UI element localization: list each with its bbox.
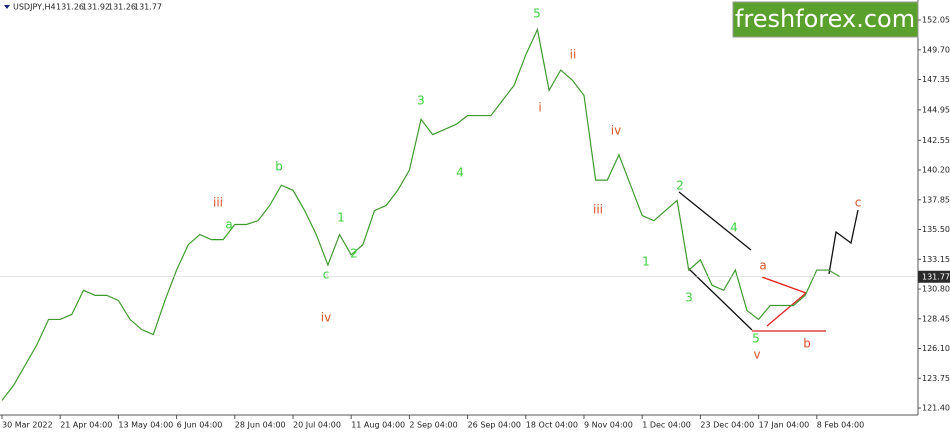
- x-tick-label: 28 Jun 04:00: [235, 421, 286, 430]
- x-tick-label: 21 Apr 04:00: [60, 421, 112, 430]
- x-tick-label: 20 Jul 04:00: [293, 421, 341, 430]
- y-tick-label: 123.75: [922, 374, 950, 383]
- wave-label: i: [538, 101, 541, 115]
- wave-label: 2: [350, 247, 358, 261]
- y-tick-label: 133.15: [922, 255, 950, 264]
- y-tick-label: 126.10: [922, 344, 950, 353]
- wave-label: 4: [730, 221, 738, 235]
- low: 131.26: [108, 3, 136, 12]
- x-tick-label: 30 Mar 2022: [2, 421, 53, 430]
- wave-label: 1: [642, 255, 650, 269]
- watermark: freshforex.com: [735, 5, 915, 33]
- x-tick-label: 13 May 04:00: [118, 421, 173, 430]
- x-tick-label: 11 Aug 04:00: [351, 421, 405, 430]
- y-tick-label: 152.05: [922, 16, 950, 25]
- y-tick-label: 144.95: [922, 105, 950, 114]
- wave-label: 5: [533, 7, 541, 21]
- wave-label: 3: [685, 291, 693, 305]
- x-tick-label: 2 Sep 04:00: [409, 421, 457, 430]
- projection-line: [828, 209, 859, 275]
- symbol: USDJPY,H4: [13, 3, 56, 12]
- high: 131.92: [82, 3, 110, 12]
- wave-label: a: [759, 259, 766, 273]
- y-tick-label: 142.55: [922, 136, 950, 145]
- y-tick-label: 130.80: [922, 285, 950, 294]
- wave-label: 1: [337, 211, 345, 225]
- wave-label: v: [753, 348, 760, 362]
- y-tick-label: 128.45: [922, 314, 950, 323]
- current-price-box: [918, 270, 950, 283]
- wave-label: ii: [570, 48, 577, 62]
- channel-line: [687, 267, 753, 331]
- x-tick-label: 18 Oct 04:00: [526, 421, 578, 430]
- x-tick-label: 23 Dec 04:00: [700, 421, 754, 430]
- current-price-label: 131.77: [922, 272, 950, 281]
- wave-label: b: [275, 160, 283, 174]
- y-tick-label: 147.35: [922, 75, 950, 84]
- wave-label: 3: [417, 94, 425, 108]
- x-tick-label: 8 Feb 04:00: [817, 421, 864, 430]
- x-tick-label: 9 Nov 04:00: [584, 421, 633, 430]
- x-tick-label: 26 Sep 04:00: [468, 421, 521, 430]
- x-tick-label: 1 Dec 04:00: [642, 421, 691, 430]
- x-tick-label: 6 Jun 04:00: [177, 421, 223, 430]
- wave-label: c: [323, 268, 330, 282]
- wave-label: 4: [456, 166, 464, 180]
- y-tick-label: 137.85: [922, 195, 950, 204]
- y-tick-label: 135.50: [922, 225, 950, 234]
- wave-label: b: [803, 337, 811, 351]
- wave-label: 5: [752, 332, 760, 346]
- price-line: [1, 27, 841, 401]
- y-tick-label: 140.20: [922, 166, 950, 175]
- y-tick-label: 121.40: [922, 404, 950, 413]
- open: 131.26: [56, 3, 84, 12]
- wave-label: a: [225, 218, 232, 232]
- wave-label: 2: [676, 179, 684, 193]
- channel-line: [678, 191, 752, 251]
- wave-label: c: [855, 196, 862, 210]
- y-tick-label: 149.70: [922, 45, 950, 54]
- x-tick-label: 17 Jan 04:00: [759, 421, 810, 430]
- wave-label: iv: [611, 124, 621, 138]
- wave-label: iii: [213, 196, 223, 210]
- wave-label: iii: [593, 203, 603, 217]
- close: 131.77: [134, 3, 162, 12]
- watermark-box: [732, 1, 919, 38]
- symbol-icon: [4, 5, 10, 9]
- wave-label: iv: [321, 311, 331, 325]
